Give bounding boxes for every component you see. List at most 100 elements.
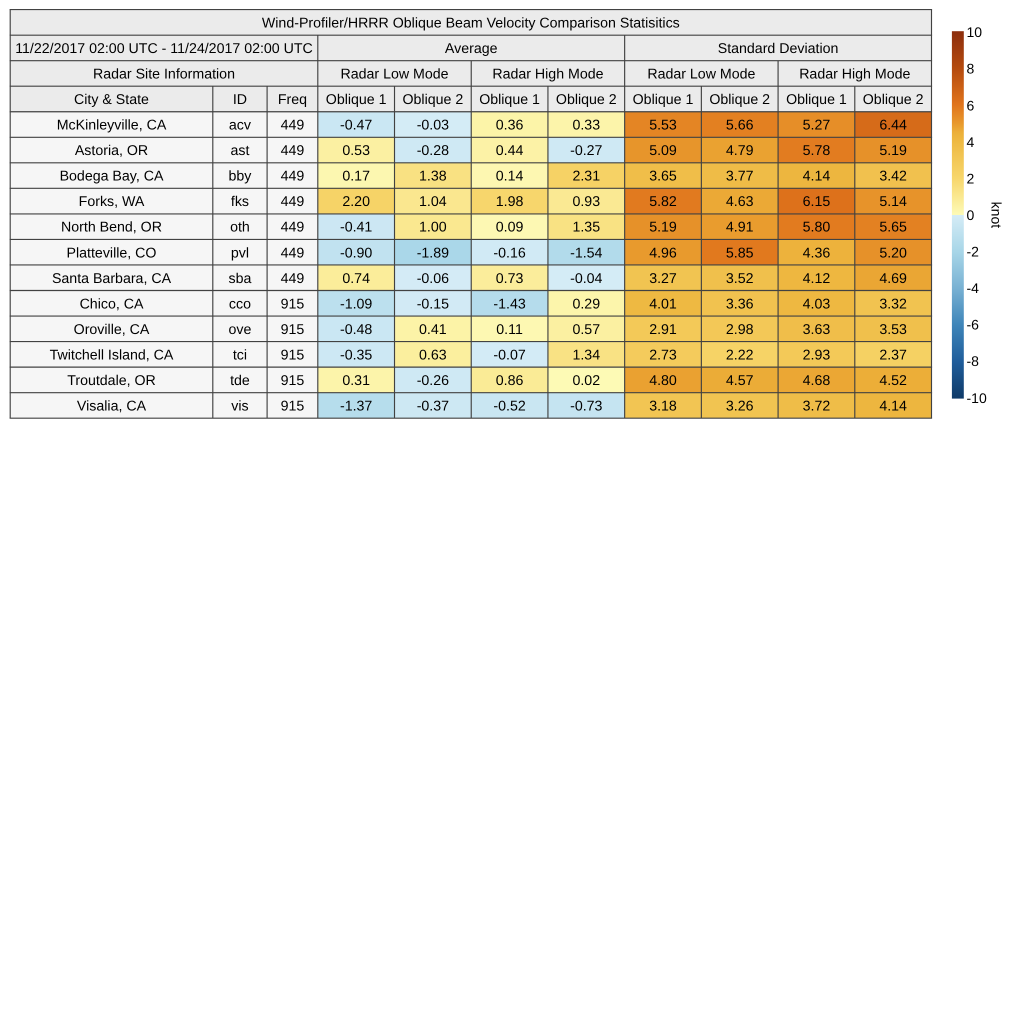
svg-text:Astoria, OR: Astoria, OR — [75, 143, 148, 159]
svg-text:11/22/2017 02:00 UTC - 11/24/2: 11/22/2017 02:00 UTC - 11/24/2017 02:00 … — [15, 41, 313, 57]
svg-text:3.18: 3.18 — [649, 398, 677, 414]
svg-text:449: 449 — [281, 118, 305, 134]
svg-text:0.29: 0.29 — [572, 296, 600, 312]
svg-text:10: 10 — [967, 24, 983, 40]
svg-text:8: 8 — [967, 61, 975, 77]
svg-text:4.36: 4.36 — [803, 245, 831, 261]
svg-text:449: 449 — [281, 245, 305, 261]
svg-text:-0.90: -0.90 — [340, 245, 372, 261]
svg-text:Freq: Freq — [278, 92, 307, 108]
svg-text:0.36: 0.36 — [496, 118, 524, 134]
svg-text:Bodega Bay, CA: Bodega Bay, CA — [60, 169, 164, 185]
svg-text:sba: sba — [229, 271, 252, 287]
svg-text:-8: -8 — [967, 353, 980, 369]
svg-text:0.74: 0.74 — [342, 271, 370, 287]
svg-text:1.38: 1.38 — [419, 169, 447, 185]
svg-text:5.27: 5.27 — [803, 118, 831, 134]
svg-text:bby: bby — [229, 169, 253, 185]
svg-text:449: 449 — [281, 169, 305, 185]
svg-text:0: 0 — [967, 207, 975, 223]
svg-text:5.09: 5.09 — [649, 143, 677, 159]
svg-text:2: 2 — [967, 170, 975, 186]
svg-text:5.65: 5.65 — [879, 220, 907, 236]
svg-text:6.44: 6.44 — [879, 118, 907, 134]
svg-text:Chico, CA: Chico, CA — [80, 296, 144, 312]
svg-text:Oblique 2: Oblique 2 — [863, 92, 924, 108]
svg-text:vis: vis — [231, 398, 248, 414]
svg-text:Oblique 1: Oblique 1 — [326, 92, 387, 108]
svg-text:4.14: 4.14 — [879, 398, 907, 414]
svg-text:5.53: 5.53 — [649, 118, 677, 134]
svg-text:2.91: 2.91 — [649, 322, 677, 338]
svg-text:3.32: 3.32 — [879, 296, 907, 312]
svg-text:4.91: 4.91 — [726, 220, 754, 236]
svg-text:4.96: 4.96 — [649, 245, 677, 261]
svg-text:915: 915 — [281, 347, 305, 363]
svg-text:-0.06: -0.06 — [417, 271, 449, 287]
svg-text:tci: tci — [233, 347, 247, 363]
svg-text:4.14: 4.14 — [803, 169, 831, 185]
svg-text:0.31: 0.31 — [342, 373, 370, 389]
svg-text:449: 449 — [281, 271, 305, 287]
svg-text:Radar Site Information: Radar Site Information — [93, 66, 235, 82]
svg-text:915: 915 — [281, 398, 305, 414]
svg-text:fks: fks — [231, 194, 249, 210]
svg-text:Santa Barbara, CA: Santa Barbara, CA — [52, 271, 172, 287]
svg-text:0.53: 0.53 — [342, 143, 370, 159]
svg-text:3.77: 3.77 — [726, 169, 754, 185]
svg-text:1.34: 1.34 — [572, 347, 600, 363]
svg-text:-0.35: -0.35 — [340, 347, 372, 363]
svg-text:0.93: 0.93 — [572, 194, 600, 210]
svg-text:Radar Low Mode: Radar Low Mode — [340, 66, 448, 82]
svg-text:Visalia, CA: Visalia, CA — [77, 398, 147, 414]
svg-text:3.52: 3.52 — [726, 271, 754, 287]
svg-text:0.41: 0.41 — [419, 322, 447, 338]
svg-text:3.27: 3.27 — [649, 271, 677, 287]
svg-text:915: 915 — [281, 322, 305, 338]
svg-text:0.11: 0.11 — [496, 322, 523, 338]
svg-text:Radar High Mode: Radar High Mode — [799, 66, 910, 82]
svg-text:Oblique 2: Oblique 2 — [403, 92, 464, 108]
svg-text:Forks, WA: Forks, WA — [79, 194, 145, 210]
svg-text:0.73: 0.73 — [496, 271, 524, 287]
svg-text:0.17: 0.17 — [342, 169, 370, 185]
svg-text:-0.27: -0.27 — [570, 143, 602, 159]
svg-text:-0.41: -0.41 — [340, 220, 372, 236]
svg-text:2.93: 2.93 — [803, 347, 831, 363]
svg-text:3.42: 3.42 — [879, 169, 907, 185]
svg-text:2.37: 2.37 — [879, 347, 907, 363]
svg-text:4.68: 4.68 — [803, 373, 831, 389]
svg-text:Troutdale, OR: Troutdale, OR — [67, 373, 156, 389]
svg-text:2.22: 2.22 — [726, 347, 754, 363]
svg-text:3.63: 3.63 — [803, 322, 831, 338]
svg-text:0.14: 0.14 — [496, 169, 524, 185]
svg-text:5.78: 5.78 — [803, 143, 831, 159]
svg-text:4: 4 — [967, 134, 975, 150]
svg-text:Standard Deviation: Standard Deviation — [718, 41, 839, 57]
svg-text:3.53: 3.53 — [879, 322, 907, 338]
svg-text:6: 6 — [967, 97, 975, 113]
svg-text:ove: ove — [229, 322, 252, 338]
svg-text:-0.04: -0.04 — [570, 271, 602, 287]
svg-text:915: 915 — [281, 296, 305, 312]
svg-text:ID: ID — [233, 92, 247, 108]
svg-text:5.19: 5.19 — [649, 220, 677, 236]
svg-text:449: 449 — [281, 143, 305, 159]
svg-text:1.98: 1.98 — [496, 194, 524, 210]
svg-text:4.01: 4.01 — [649, 296, 677, 312]
svg-text:acv: acv — [229, 118, 252, 134]
svg-text:2.98: 2.98 — [726, 322, 754, 338]
svg-text:0.86: 0.86 — [496, 373, 524, 389]
svg-text:-0.15: -0.15 — [417, 296, 449, 312]
svg-text:North Bend, OR: North Bend, OR — [61, 220, 162, 236]
svg-text:-1.09: -1.09 — [340, 296, 372, 312]
svg-text:-0.47: -0.47 — [340, 118, 372, 134]
svg-text:-6: -6 — [967, 317, 980, 333]
svg-text:-0.48: -0.48 — [340, 322, 372, 338]
svg-text:-0.16: -0.16 — [493, 245, 525, 261]
svg-text:Oblique 1: Oblique 1 — [479, 92, 540, 108]
svg-text:Average: Average — [445, 41, 498, 57]
svg-text:Radar Low Mode: Radar Low Mode — [647, 66, 755, 82]
svg-text:2.20: 2.20 — [342, 194, 370, 210]
svg-text:4.12: 4.12 — [803, 271, 831, 287]
